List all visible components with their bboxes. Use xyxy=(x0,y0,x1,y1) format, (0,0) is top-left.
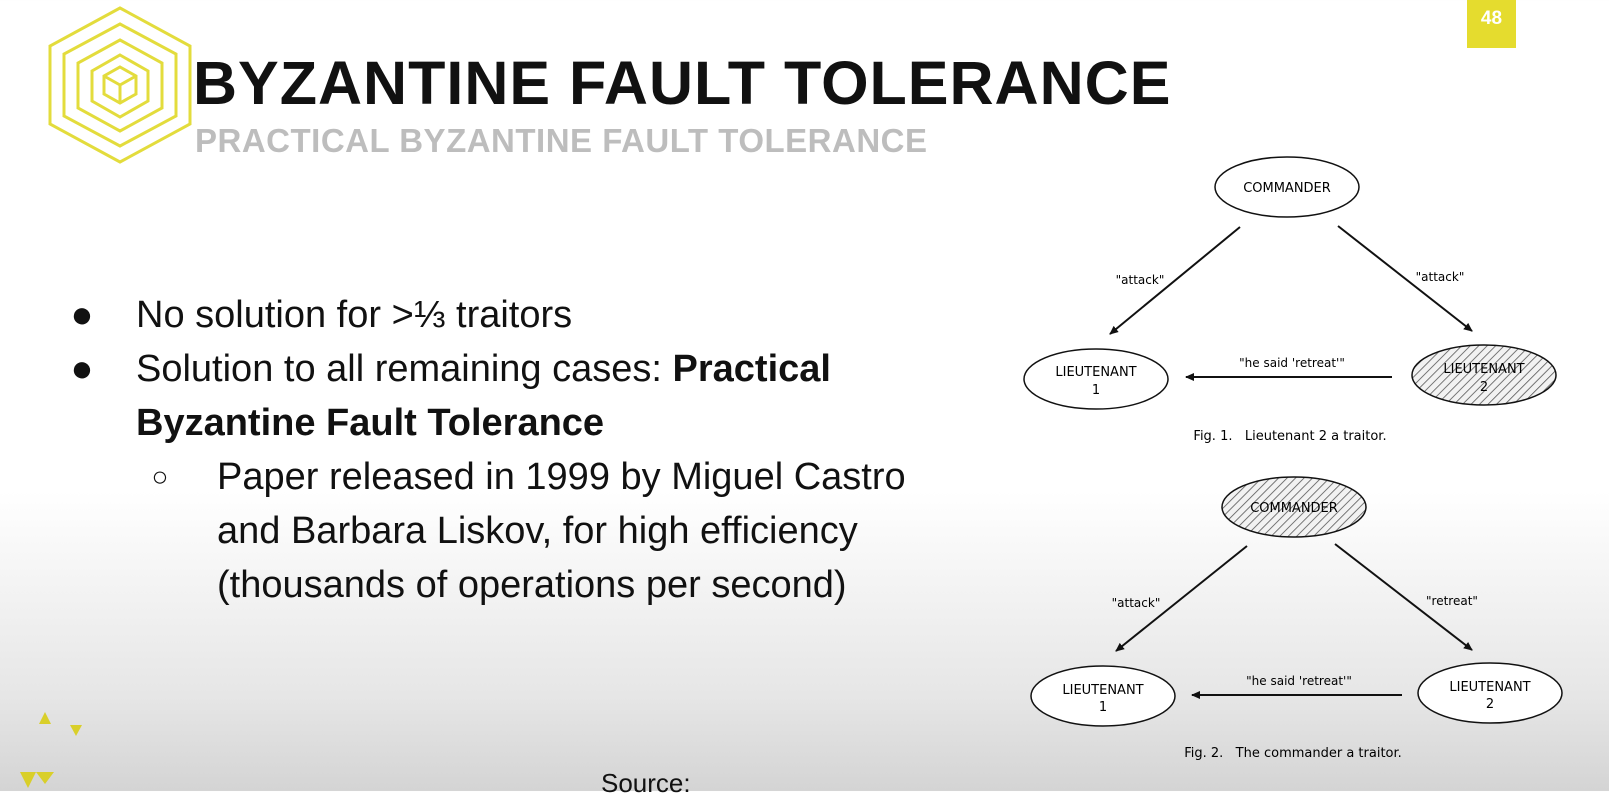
bullet-marker: ● xyxy=(70,294,94,336)
fig1-lieutenant2-number: 2 xyxy=(1480,380,1488,395)
fig1-arrow-left xyxy=(1109,226,1241,335)
bullet-text: Solution to all remaining cases: xyxy=(136,348,673,390)
fig1-lieutenant1-node xyxy=(1023,348,1169,410)
sub-bullet-text: Paper released in 1999 by Miguel Castro … xyxy=(217,456,906,606)
bullet-marker: ● xyxy=(70,348,94,390)
fig2-commander-label: COMMANDER xyxy=(1250,501,1338,516)
fig2-lieutenant2-node xyxy=(1417,662,1563,724)
yellow-triangles-decoration xyxy=(20,712,82,788)
fig2-arrow-right xyxy=(1334,543,1473,651)
bullet-item: ● No solution for >⅓ traitors xyxy=(0,288,960,342)
bullet-list: ● No solution for >⅓ traitors ● Solution… xyxy=(0,288,960,612)
figure-2: COMMANDER LIEUTENANT 1 LIEUTENANT 2 "att… xyxy=(1030,476,1563,761)
byzantine-generals-diagram: COMMANDER LIEUTENANT 1 LIEUTENANT 2 "att… xyxy=(1023,156,1563,761)
fig1-caption: Fig. 1. Lieutenant 2 a traitor. xyxy=(1193,429,1386,444)
hexagon-cube-logo xyxy=(48,6,192,164)
fig2-lieutenant1-number: 1 xyxy=(1099,700,1107,715)
fig1-commander-node xyxy=(1214,156,1360,218)
fig2-lieutenant2-label: LIEUTENANT xyxy=(1449,680,1530,695)
fig1-lieutenant1-number: 1 xyxy=(1092,383,1100,398)
fig2-arrow-left xyxy=(1115,545,1248,652)
sub-bullet-item: ○ Paper released in 1999 by Miguel Castr… xyxy=(0,450,960,612)
fig2-lieutenant1-node xyxy=(1030,665,1176,727)
fig1-arrow-right xyxy=(1337,225,1473,332)
fig1-left-message: "attack" xyxy=(1116,273,1165,287)
fig2-lieutenant1-label: LIEUTENANT xyxy=(1062,683,1143,698)
figure-1: COMMANDER LIEUTENANT 1 LIEUTENANT 2 "att… xyxy=(1023,156,1557,444)
fig1-right-message: "attack" xyxy=(1416,270,1465,284)
fig2-relay-message: "he said 'retreat'" xyxy=(1246,674,1352,688)
slide-number-badge: 48 xyxy=(1467,0,1516,48)
bullet-item: ● Solution to all remaining cases: Pract… xyxy=(0,342,960,450)
fig2-commander-node-traitor xyxy=(1221,476,1367,538)
fig2-left-message: "attack" xyxy=(1112,596,1161,610)
fig1-lieutenant2-label: LIEUTENANT xyxy=(1443,362,1524,377)
sub-bullet-marker: ○ xyxy=(151,461,169,492)
slide-title: BYZANTINE FAULT TOLERANCE xyxy=(193,49,1172,117)
fig1-lieutenant1-label: LIEUTENANT xyxy=(1055,365,1136,380)
fig1-commander-label: COMMANDER xyxy=(1243,181,1331,196)
bullet-bold-text: Practical Byzantine Fault Tolerance xyxy=(136,348,831,444)
slide-subtitle: PRACTICAL BYZANTINE FAULT TOLERANCE xyxy=(195,122,928,159)
fig2-caption: Fig. 2. The commander a traitor. xyxy=(1184,746,1402,761)
fig2-lieutenant2-number: 2 xyxy=(1486,697,1494,712)
fig1-relay-message: "he said 'retreat'" xyxy=(1239,356,1345,370)
bullet-text: No solution for >⅓ traitors xyxy=(136,294,573,336)
source-label: Source: xyxy=(601,768,691,798)
fig1-lieutenant2-node-traitor xyxy=(1411,344,1557,406)
fig2-right-message: "retreat" xyxy=(1426,594,1478,608)
